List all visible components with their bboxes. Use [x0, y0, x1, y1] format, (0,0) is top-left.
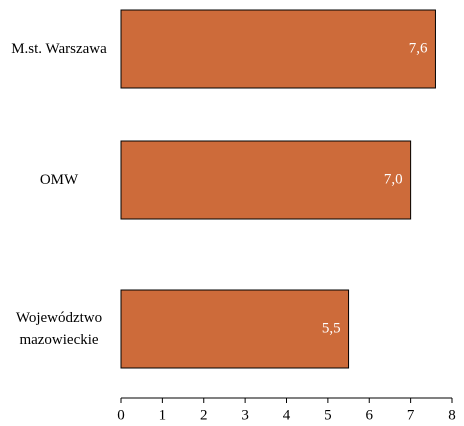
x-tick-label: 8: [448, 407, 456, 423]
category-label: OMW: [39, 172, 79, 188]
category-label: Województwo mazowieckie: [15, 310, 103, 348]
x-tick-label: 5: [324, 407, 332, 423]
category-label: M.st. Warszawa: [11, 41, 107, 57]
value-label: 7,0: [384, 171, 403, 187]
bar: [120, 9, 436, 89]
bar: [120, 289, 350, 369]
x-tick-label: 0: [117, 407, 125, 423]
x-tick-label: 6: [366, 407, 374, 423]
x-tick-label: 4: [283, 407, 291, 423]
value-label: 7,6: [409, 40, 428, 56]
x-tick-label: 2: [200, 407, 208, 423]
x-tick-label: 7: [407, 407, 415, 423]
bar: [120, 140, 412, 220]
x-tick-label: 3: [241, 407, 249, 423]
value-label: 5,5: [322, 320, 341, 336]
x-tick-label: 1: [159, 407, 167, 423]
